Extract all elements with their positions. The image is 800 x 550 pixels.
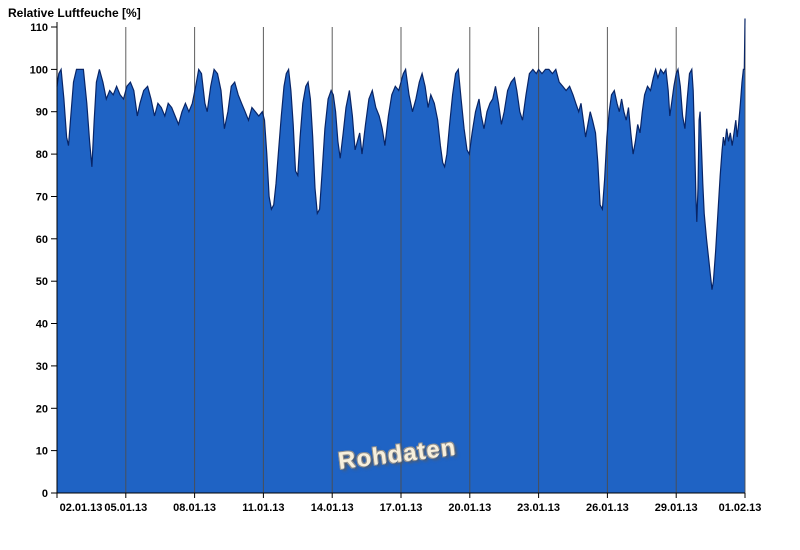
gridlines (125, 27, 746, 493)
x-axis-label: 01.02.13 (719, 502, 762, 514)
x-axis-label: 17.01.13 (380, 502, 423, 514)
y-axis-label: 90 (36, 107, 48, 119)
x-axis-label: 14.01.13 (311, 502, 354, 514)
y-axis-label: 50 (36, 276, 48, 288)
x-axis-label: 29.01.13 (655, 502, 698, 514)
y-axis-ticks: 0 10 20 30 40 50 60 70 80 90 100 110 (30, 22, 57, 500)
y-axis-label: 110 (30, 22, 48, 34)
y-axis-label: 10 (36, 446, 48, 458)
x-axis-label: 20.01.13 (448, 502, 491, 514)
y-axis-label: 80 (36, 149, 48, 161)
x-axis-ticks: 02.01.13 05.01.13 08.01.13 11.01.13 14.01.13… (56, 493, 762, 514)
y-axis-label: 40 (36, 319, 48, 331)
y-axis-label: 0 (42, 488, 48, 500)
x-axis-label: 05.01.13 (104, 502, 147, 514)
chart-title: Relative Luftfeuche [%] (8, 6, 141, 20)
x-axis-label: 02.01.13 (60, 502, 103, 514)
x-axis-label: 11.01.13 (242, 502, 284, 514)
y-axis-label: 70 (36, 192, 48, 204)
x-axis-label: 08.01.13 (173, 502, 216, 514)
y-axis-label: 20 (36, 403, 48, 415)
x-axis-label: 26.01.13 (586, 502, 629, 514)
y-axis-label: 60 (36, 234, 48, 246)
y-axis-label: 100 (30, 64, 48, 76)
y-axis-label: 30 (36, 361, 48, 373)
x-axis-label: 23.01.13 (517, 502, 560, 514)
humidity-series-line (56, 18, 746, 290)
